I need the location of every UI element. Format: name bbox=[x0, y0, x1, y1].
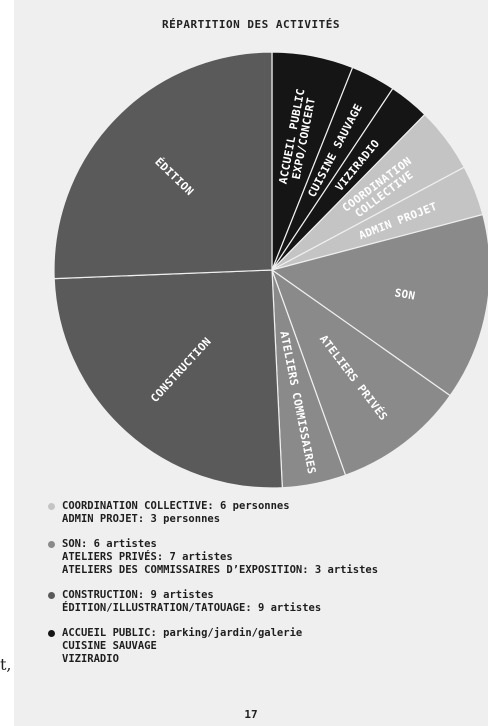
legend-line: ATELIERS DES COMMISSAIRES D’EXPOSITION: … bbox=[62, 564, 379, 576]
legend-group: SON: 6 artistes ATELIERS PRIVÉS: 7 artist… bbox=[48, 538, 378, 577]
legend-line: ADMIN PROJET: 3 personnes bbox=[62, 513, 221, 525]
legend-line: CUISINE SAUVAGE bbox=[62, 640, 157, 652]
page: RÉPARTITION DES ACTIVITÉS ACCUEIL PUBLIC… bbox=[14, 0, 488, 726]
pie-slice bbox=[270, 268, 452, 476]
legend-line: ATELIERS PRIVÉS: 7 artistes bbox=[62, 551, 233, 563]
legend-bullet bbox=[48, 592, 55, 599]
chart-title: RÉPARTITION DES ACTIVITÉS bbox=[161, 18, 341, 31]
legend-group: CONSTRUCTION: 9 artistes ÉDITION/ILLUSTRA… bbox=[48, 589, 378, 615]
pie-slice bbox=[53, 51, 273, 280]
legend-line: CONSTRUCTION: 9 artistes bbox=[62, 589, 214, 601]
legend-line: ACCUEIL PUBLIC: parking/jardin/galerie bbox=[62, 627, 303, 639]
legend-line: VIZIRADIO bbox=[62, 653, 119, 665]
legend-group: COORDINATION COLLECTIVE: 6 personnes ADMI… bbox=[48, 500, 378, 526]
page-number: 17 bbox=[244, 708, 258, 721]
legend-line: ÉDITION/ILLUSTRATION/TATOUAGE: 9 artiste… bbox=[62, 602, 322, 614]
legend-group: ACCUEIL PUBLIC: parking/jardin/galerie CU… bbox=[48, 627, 378, 666]
legend-bullet bbox=[48, 541, 55, 548]
legend-line: SON: 6 artistes bbox=[62, 538, 157, 550]
legend-line: COORDINATION COLLECTIVE: 6 personnes bbox=[62, 500, 290, 512]
legend-bullet bbox=[48, 503, 55, 510]
pie-slice bbox=[53, 269, 283, 489]
legend: COORDINATION COLLECTIVE: 6 personnes ADMI… bbox=[48, 500, 378, 678]
legend-bullet bbox=[48, 630, 55, 637]
edge-text-fragment: t, bbox=[0, 655, 12, 674]
slice-label: SON bbox=[394, 286, 417, 302]
pie-slice bbox=[270, 213, 488, 397]
